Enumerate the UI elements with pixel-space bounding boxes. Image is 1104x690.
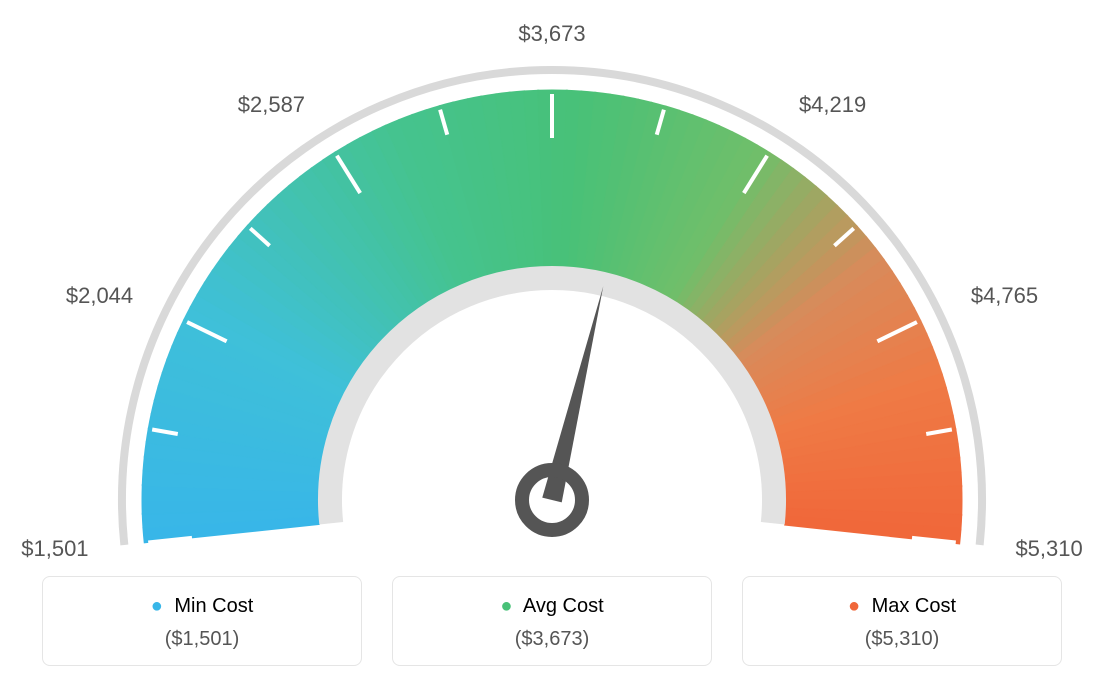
- scale-label: $3,673: [518, 21, 585, 47]
- gauge-svg: [42, 20, 1062, 560]
- legend-card-min: ● Min Cost ($1,501): [42, 576, 362, 666]
- cost-gauge-chart: $1,501 $2,044 $2,587 $3,673 $4,219 $4,765 $5,3…: [0, 0, 1104, 690]
- scale-label: $2,587: [238, 92, 305, 118]
- dot-icon: ●: [151, 595, 163, 617]
- legend-max-value: ($5,310): [751, 628, 1053, 651]
- scale-label: $2,044: [66, 283, 133, 309]
- scale-label: $4,219: [799, 92, 866, 118]
- legend-title-avg: ● Avg Cost: [401, 595, 703, 618]
- legend-card-avg: ● Avg Cost ($3,673): [392, 576, 712, 666]
- legend-min-value: ($1,501): [51, 628, 353, 651]
- dot-icon: ●: [848, 595, 860, 617]
- dot-icon: ●: [500, 595, 512, 617]
- gauge-area: $1,501$2,044$2,587$3,673$4,219$4,765$5,3…: [42, 20, 1062, 560]
- legend-card-max: ● Max Cost ($5,310): [742, 576, 1062, 666]
- legend-row: ● Min Cost ($1,501) ● Avg Cost ($3,673) …: [42, 576, 1062, 666]
- scale-label: $5,310: [1015, 536, 1082, 562]
- legend-title-max: ● Max Cost: [751, 595, 1053, 618]
- scale-label: $4,765: [971, 283, 1038, 309]
- legend-avg-value: ($3,673): [401, 628, 703, 651]
- legend-title-min: ● Min Cost: [51, 595, 353, 618]
- legend-min-label: Min Cost: [174, 595, 253, 617]
- legend-max-label: Max Cost: [872, 595, 956, 617]
- legend-avg-label: Avg Cost: [523, 595, 604, 617]
- scale-label: $1,501: [21, 536, 88, 562]
